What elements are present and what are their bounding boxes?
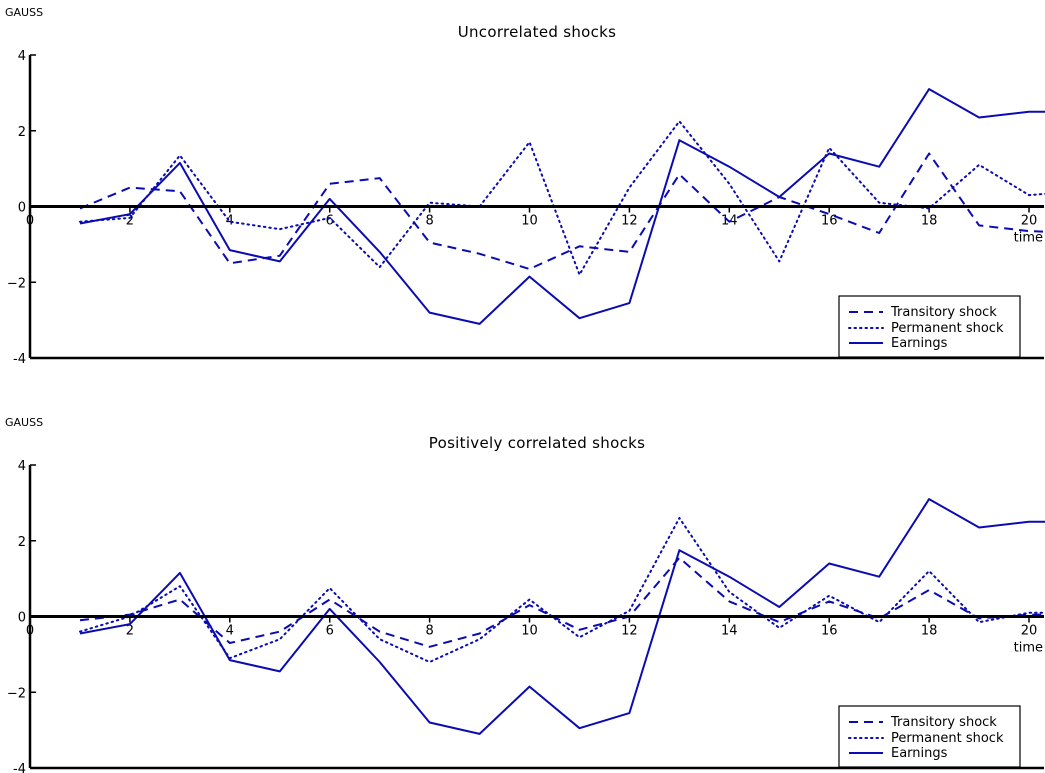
legend-label-permanent: Permanent shock — [891, 731, 1004, 746]
x-tick-label: 14 — [721, 624, 738, 639]
y-tick-label: 4 — [18, 49, 26, 64]
x-tick-label: 0 — [26, 624, 34, 639]
series-permanent-shock — [79, 517, 1045, 663]
series-transitory-shock — [79, 556, 1045, 648]
x-tick-label: 2 — [126, 214, 134, 229]
series-lines — [30, 88, 1045, 325]
positively-correlated-shocks-panel: GAUSS Positively correlated shocks -4 −2 0… — [5, 416, 1045, 773]
uncorrelated-shocks-panel: GAUSS Uncorrelated shocks -4 −2 0 2 4 0 2 4 6 8 10… — [5, 6, 1045, 367]
x-tick-label: 6 — [326, 624, 334, 639]
y-tick-label: 0 — [18, 201, 26, 216]
x-tick-label: 20 — [1021, 214, 1038, 229]
x-tick-label: 12 — [621, 624, 638, 639]
legend: Transitory shock Permanent shock Earning… — [838, 705, 1021, 768]
x-tick-label: 12 — [621, 214, 638, 229]
tick-labels: -4 −2 0 2 4 0 2 4 6 8 10 12 14 16 18 20 — [7, 459, 1037, 773]
x-axis-label: time — [1014, 231, 1043, 246]
legend-box — [838, 295, 1021, 358]
x-tick-label: 4 — [226, 214, 234, 229]
x-tick-label: 0 — [26, 214, 34, 229]
x-tick-label: 4 — [226, 624, 234, 639]
series-transitory-shock — [79, 152, 1045, 270]
x-tick-label: 10 — [521, 214, 538, 229]
series-earnings — [79, 88, 1045, 325]
x-tick-label: 20 — [1021, 624, 1038, 639]
legend-label-permanent: Permanent shock — [891, 321, 1004, 336]
chart-title: Uncorrelated shocks — [458, 23, 617, 41]
gauss-stamp: GAUSS — [5, 416, 43, 429]
series-lines — [30, 498, 1045, 735]
x-tick-label: 18 — [921, 214, 938, 229]
legend-label-transitory: Transitory shock — [890, 715, 997, 730]
series-permanent-shock — [79, 120, 1045, 276]
y-tick-label: 0 — [18, 611, 26, 626]
legend-label-earnings: Earnings — [891, 746, 948, 761]
y-tick-label: -4 — [13, 352, 26, 367]
x-tick-label: 6 — [326, 214, 334, 229]
legend-box — [838, 705, 1021, 768]
legend: Transitory shock Permanent shock Earning… — [838, 295, 1021, 358]
y-tick-label: −2 — [7, 686, 26, 701]
y-tick-label: 2 — [18, 125, 26, 140]
y-tick-label: −2 — [7, 276, 26, 291]
y-tick-label: 2 — [18, 535, 26, 550]
y-tick-label: -4 — [13, 762, 26, 773]
x-axis-label: time — [1014, 641, 1043, 656]
x-tick-label: 16 — [821, 214, 838, 229]
x-tick-label: 8 — [425, 624, 433, 639]
legend-label-earnings: Earnings — [891, 336, 948, 351]
series-earnings — [79, 498, 1045, 735]
x-tick-label: 8 — [425, 214, 433, 229]
chart-title: Positively correlated shocks — [429, 434, 645, 452]
x-tick-label: 16 — [821, 624, 838, 639]
gauss-stamp: GAUSS — [5, 6, 43, 19]
x-tick-label: 18 — [921, 624, 938, 639]
x-tick-label: 2 — [126, 624, 134, 639]
legend-label-transitory: Transitory shock — [890, 305, 997, 320]
y-tick-label: 4 — [18, 459, 26, 474]
x-tick-label: 10 — [521, 624, 538, 639]
